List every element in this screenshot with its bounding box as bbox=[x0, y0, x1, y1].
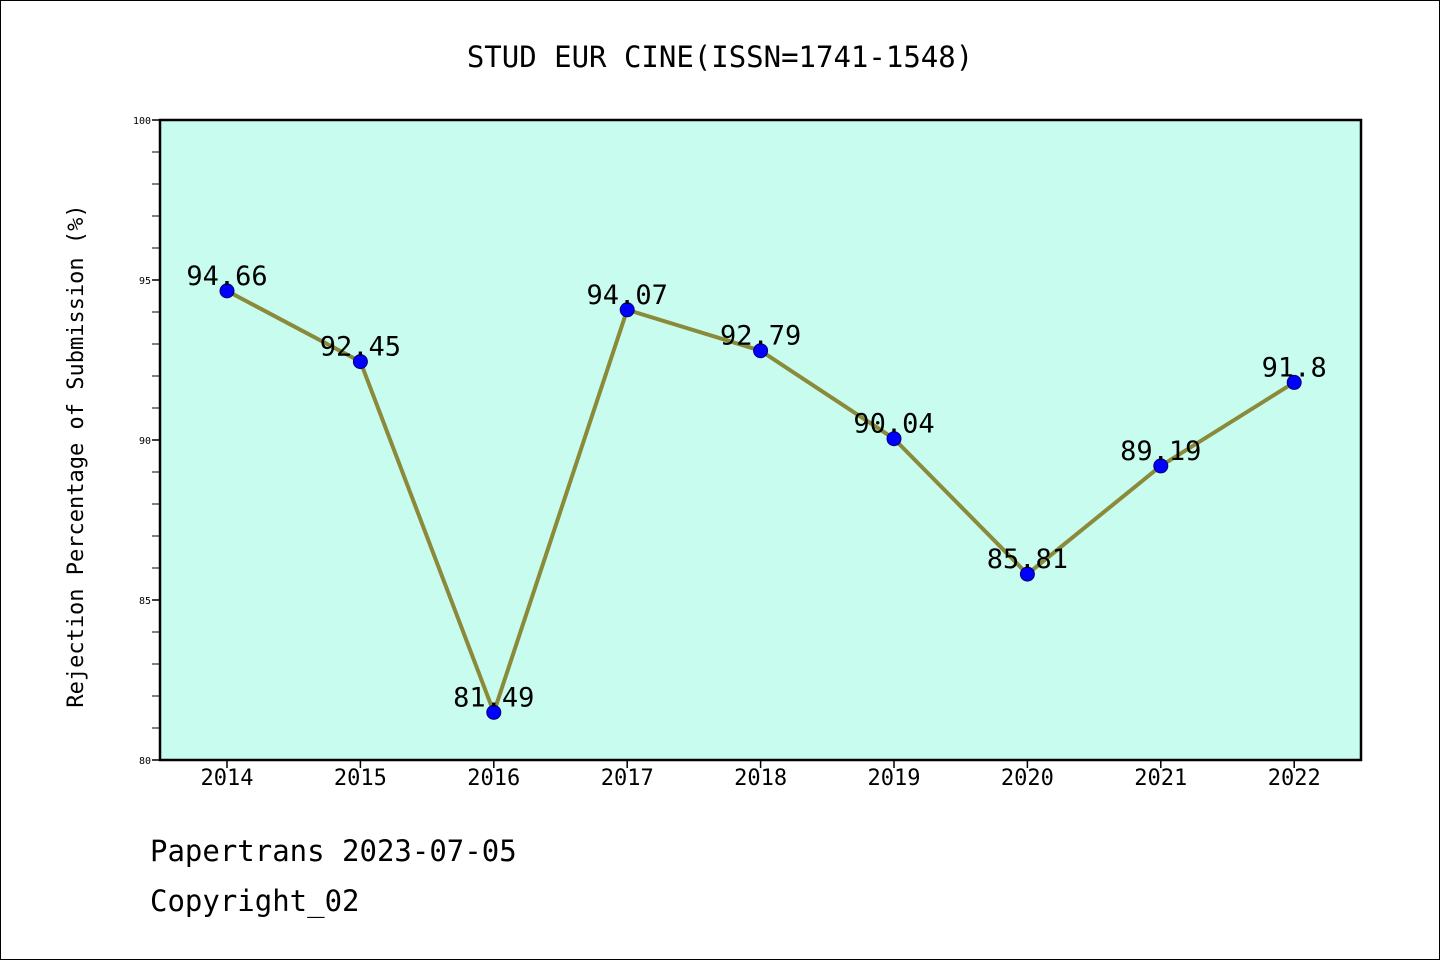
data-point bbox=[352, 354, 368, 370]
x-tick-label: 2014 bbox=[201, 766, 254, 791]
data-point bbox=[1019, 566, 1035, 582]
x-tick-label: 2015 bbox=[334, 766, 387, 791]
data-label: 92.79 bbox=[720, 321, 801, 352]
x-tick-label: 2016 bbox=[467, 766, 520, 791]
y-axis-label: Rejection Percentage of Submission (%) bbox=[64, 204, 89, 707]
data-label: 94.07 bbox=[587, 280, 668, 311]
x-tick-label: 2018 bbox=[734, 766, 787, 791]
y-tick-label: 100 bbox=[133, 116, 151, 127]
y-tick-label: 85 bbox=[139, 596, 151, 607]
y-axis: 80 85 90 95 100 bbox=[133, 116, 160, 767]
x-axis: 2014 2015 2016 2017 2018 2019 2020 2021 2022 bbox=[201, 760, 1321, 791]
x-tick-label: 2017 bbox=[601, 766, 654, 791]
copyright-text: Copyright_02 bbox=[150, 884, 360, 918]
x-tick-label: 2020 bbox=[1001, 766, 1054, 791]
credit-text: Papertrans 2023-07-05 bbox=[150, 834, 517, 868]
data-point bbox=[1286, 374, 1302, 390]
data-point bbox=[753, 343, 769, 359]
data-point bbox=[486, 704, 502, 720]
x-tick-label: 2019 bbox=[868, 766, 921, 791]
data-label: 90.04 bbox=[853, 409, 934, 440]
data-label: 91.8 bbox=[1262, 352, 1327, 383]
y-tick-label: 90 bbox=[139, 436, 151, 447]
data-label: 81.49 bbox=[453, 682, 534, 713]
x-tick-label: 2022 bbox=[1268, 766, 1321, 791]
plot-area bbox=[158, 118, 1363, 762]
data-label: 89.19 bbox=[1120, 436, 1201, 467]
data-label: 85.81 bbox=[987, 544, 1068, 575]
data-label: 94.66 bbox=[186, 261, 267, 292]
x-tick-label: 2021 bbox=[1134, 766, 1187, 791]
data-point bbox=[886, 431, 902, 447]
data-point bbox=[1153, 458, 1169, 474]
series-layer: 94.66 92.45 81.49 94.07 92.79 90.04 85.81 89.19… bbox=[186, 261, 1327, 720]
data-label: 92.45 bbox=[320, 332, 401, 363]
data-point bbox=[219, 283, 235, 299]
y-tick-label: 80 bbox=[139, 756, 151, 767]
data-point bbox=[619, 302, 635, 318]
chart-title: STUD EUR CINE(ISSN=1741-1548) bbox=[467, 40, 973, 74]
y-tick-label: 95 bbox=[139, 276, 151, 287]
